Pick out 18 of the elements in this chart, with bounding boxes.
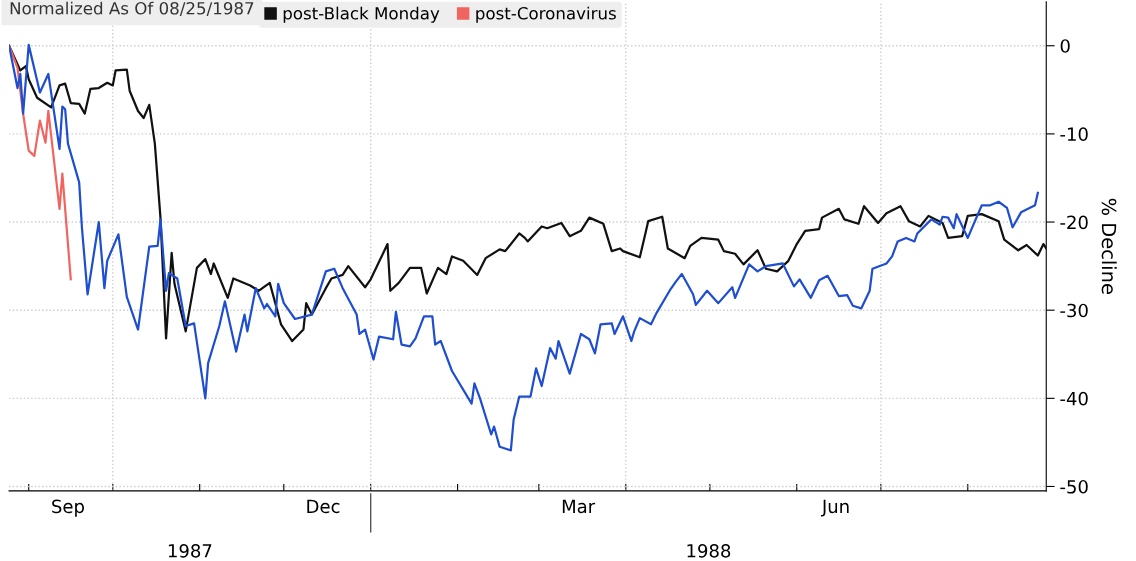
x-tick-label: Dec [307, 499, 340, 514]
y-axis-title: % Decline [1101, 198, 1117, 294]
y-tick-label: -10 [1060, 127, 1088, 142]
y-tick-label: -40 [1060, 391, 1088, 406]
legend-title: Normalized As Of 08/25/1987 [10, 1, 254, 16]
x-tick-label: Mar [562, 499, 596, 514]
legend-label: post-Coronavirus [476, 6, 616, 23]
text: 1987 [168, 543, 212, 558]
x-tick-label: Sep [52, 499, 84, 517]
y-tick-label: -20 [1060, 215, 1088, 230]
legend-label: post-Black Monday [283, 6, 440, 23]
y-tick-label: -30 [1060, 303, 1088, 318]
x-tick-label: Jun [820, 499, 849, 517]
line-series [9, 44, 72, 281]
line-series [9, 43, 1039, 452]
y-tick-label: 0 [1060, 39, 1070, 53]
y-tick-label: -50 [1060, 479, 1088, 494]
text: 1988 [687, 543, 731, 558]
